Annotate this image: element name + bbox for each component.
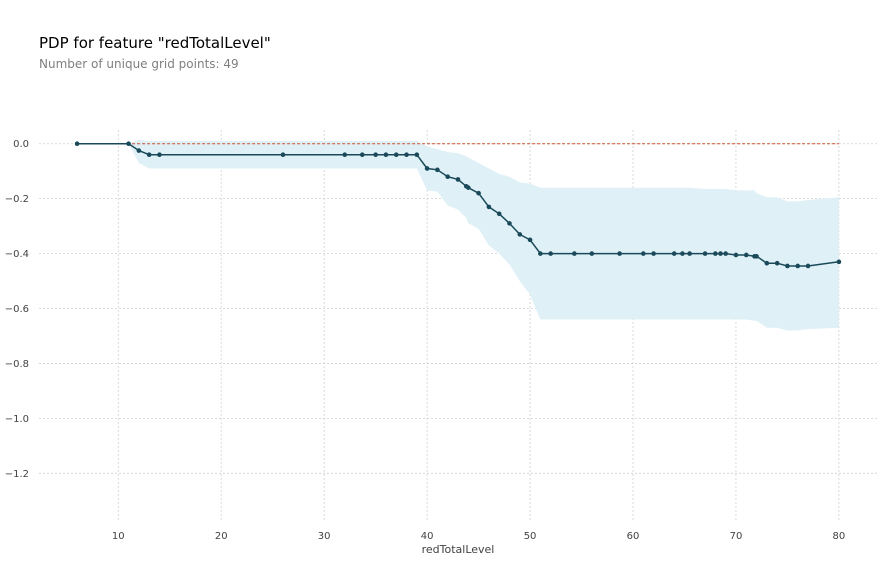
pdp-points bbox=[74, 141, 842, 269]
pdp-point bbox=[414, 152, 420, 158]
pdp-point bbox=[785, 263, 790, 269]
pdp-point bbox=[795, 263, 801, 269]
pdp-point bbox=[774, 260, 780, 266]
pdp-point bbox=[702, 251, 708, 256]
pdp-point bbox=[359, 152, 365, 158]
pdp-point bbox=[764, 260, 770, 266]
x-tick-label: 20 bbox=[215, 531, 228, 542]
pdp-point bbox=[527, 237, 533, 243]
pdp-point bbox=[157, 152, 162, 158]
pdp-point bbox=[641, 251, 646, 256]
x-tick-label: 60 bbox=[627, 531, 640, 542]
y-tick-label: −0.6 bbox=[5, 304, 29, 315]
pdp-point bbox=[680, 251, 685, 256]
pdp-point bbox=[435, 167, 440, 173]
y-tick-label: −1.2 bbox=[5, 469, 29, 480]
pdp-point bbox=[671, 251, 677, 256]
chart-title: PDP for feature "redTotalLevel" bbox=[39, 34, 271, 52]
pdp-point bbox=[424, 166, 430, 171]
x-tick-label: 30 bbox=[318, 531, 331, 542]
x-tick-label: 80 bbox=[833, 531, 846, 542]
x-tick-labels: 10 20 30 40 50 60 70 80 bbox=[112, 531, 845, 542]
confidence-band bbox=[77, 139, 839, 331]
pdp-point bbox=[754, 254, 759, 259]
pdp-point bbox=[723, 251, 728, 256]
pdp-point bbox=[280, 152, 286, 158]
x-tick-label: 70 bbox=[730, 531, 743, 542]
pdp-point bbox=[589, 251, 595, 256]
pdp-point bbox=[733, 252, 739, 258]
pdp-point bbox=[713, 251, 718, 256]
y-tick-label: 0.0 bbox=[13, 139, 29, 150]
pdp-point bbox=[548, 251, 553, 256]
y-tick-label: −0.2 bbox=[5, 194, 29, 205]
pdp-point bbox=[651, 251, 656, 256]
pdp-point bbox=[687, 251, 692, 256]
x-tick-label: 10 bbox=[112, 531, 125, 542]
pdp-point bbox=[445, 174, 451, 179]
y-tick-label: −0.4 bbox=[5, 249, 29, 260]
pdp-point bbox=[404, 152, 409, 158]
y-tick-label: −1.0 bbox=[5, 414, 29, 425]
pdp-point bbox=[743, 252, 749, 258]
x-axis-label: redTotalLevel bbox=[422, 543, 495, 556]
x-tick-label: 50 bbox=[524, 531, 537, 542]
pdp-point bbox=[126, 141, 131, 147]
pdp-point bbox=[455, 177, 461, 182]
y-tick-labels: 0.0 −0.2 −0.4 −0.6 −0.8 −1.0 −1.2 bbox=[5, 139, 29, 480]
pdp-point bbox=[617, 251, 622, 256]
pdp-point bbox=[383, 152, 389, 158]
pdp-point bbox=[496, 211, 502, 217]
pdp-point bbox=[476, 190, 481, 196]
chart-subtitle: Number of unique grid points: 49 bbox=[39, 57, 239, 71]
pdp-point bbox=[342, 152, 348, 158]
pdp-point bbox=[507, 221, 512, 226]
pdp-point bbox=[74, 141, 80, 147]
pdp-point bbox=[465, 185, 471, 190]
pdp-point bbox=[836, 259, 842, 265]
pdp-point bbox=[146, 152, 152, 158]
confidence-band-area bbox=[77, 139, 839, 331]
pdp-point bbox=[373, 152, 378, 158]
pdp-point bbox=[393, 152, 399, 158]
pdp-point bbox=[486, 204, 492, 210]
pdp-point bbox=[718, 251, 723, 256]
pdp-point bbox=[517, 232, 523, 237]
pdp-point bbox=[805, 263, 811, 269]
pdp-point bbox=[572, 251, 577, 256]
x-tick-label: 40 bbox=[421, 531, 434, 542]
pdp-point bbox=[136, 148, 142, 153]
pdp-point bbox=[538, 251, 543, 256]
y-tick-label: −0.8 bbox=[5, 359, 29, 370]
